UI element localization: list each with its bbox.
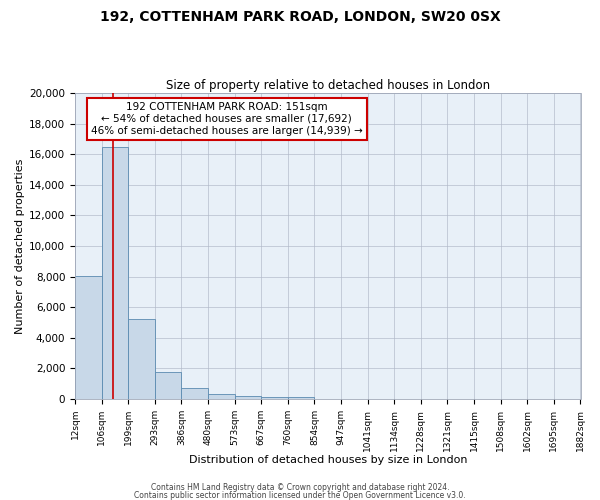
Bar bbox=[155, 372, 181, 399]
Bar bbox=[261, 398, 288, 399]
Text: 192, COTTENHAM PARK ROAD, LONDON, SW20 0SX: 192, COTTENHAM PARK ROAD, LONDON, SW20 0… bbox=[100, 10, 500, 24]
Y-axis label: Number of detached properties: Number of detached properties bbox=[15, 158, 25, 334]
Text: Contains HM Land Registry data © Crown copyright and database right 2024.: Contains HM Land Registry data © Crown c… bbox=[151, 484, 449, 492]
Bar bbox=[235, 396, 261, 399]
Text: Contains public sector information licensed under the Open Government Licence v3: Contains public sector information licen… bbox=[134, 490, 466, 500]
X-axis label: Distribution of detached houses by size in London: Distribution of detached houses by size … bbox=[188, 455, 467, 465]
Text: 192 COTTENHAM PARK ROAD: 151sqm
← 54% of detached houses are smaller (17,692)
46: 192 COTTENHAM PARK ROAD: 151sqm ← 54% of… bbox=[91, 102, 362, 136]
Title: Size of property relative to detached houses in London: Size of property relative to detached ho… bbox=[166, 79, 490, 92]
Bar bbox=[208, 394, 235, 399]
Bar bbox=[128, 318, 155, 399]
Bar bbox=[181, 388, 208, 399]
Bar bbox=[288, 398, 314, 399]
Bar bbox=[101, 146, 128, 399]
Bar bbox=[75, 276, 101, 399]
